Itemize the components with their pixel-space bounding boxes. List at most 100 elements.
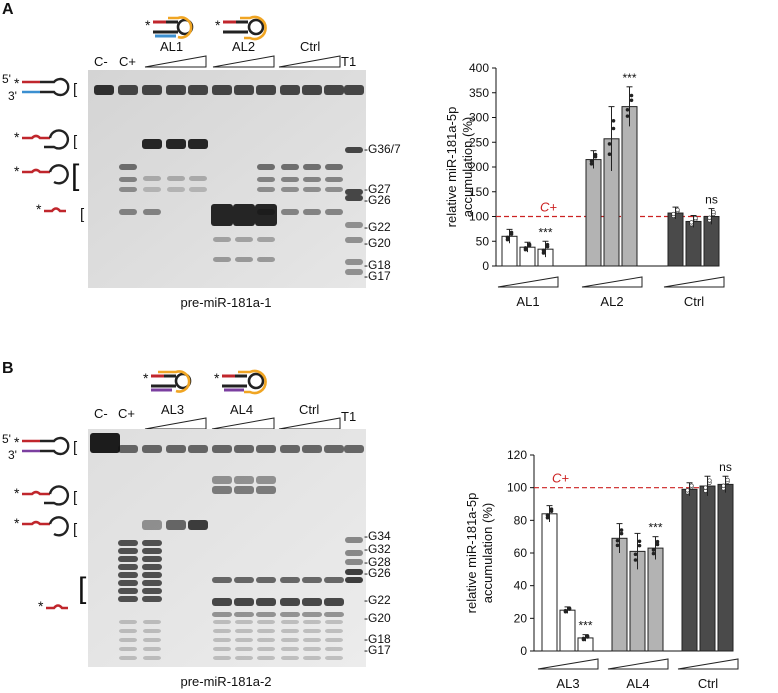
chart-b-y-tick-label: 20 bbox=[514, 611, 528, 625]
label-star-1: * bbox=[14, 75, 20, 91]
chart-a-wedge-al2 bbox=[581, 276, 643, 288]
panel-b-letter: B bbox=[2, 360, 14, 377]
svg-text:[: [ bbox=[78, 572, 87, 605]
chart-b-point-al4-3-2 bbox=[655, 542, 660, 547]
chart-b-point-al4-2-2 bbox=[637, 543, 642, 548]
marker-g17: -G17 bbox=[364, 269, 391, 283]
panel-b-concentration-wedges bbox=[144, 417, 341, 430]
chart-b-y-axis-label-line1: relative miR-181a-5p bbox=[464, 493, 479, 614]
chart-b-category-label-ctrl: Ctrl bbox=[698, 676, 718, 691]
chart-a-significance-al1: *** bbox=[538, 225, 552, 239]
chart-b-bar-ctrl-1 bbox=[681, 488, 698, 652]
panel-b-al3-duplex-icon: * bbox=[143, 370, 192, 393]
chart-a-point-ctrl-2-4 bbox=[693, 216, 698, 221]
marker-g27: -G27 bbox=[364, 182, 391, 196]
chart-a-wedge-al1 bbox=[497, 276, 559, 288]
chart-a-bar-al2-3 bbox=[621, 106, 638, 267]
chart-a-y-tick-label: 100 bbox=[469, 210, 489, 224]
chart-b-wedge-al4 bbox=[607, 658, 669, 670]
chart-a-y-axis-label-line2: accumulation (%) bbox=[460, 117, 475, 217]
chart-b-point-al3-1-3 bbox=[545, 513, 550, 517]
chart-a-point-al2-1-1 bbox=[589, 162, 594, 166]
chart-a-wedge-ctrl bbox=[663, 276, 725, 288]
chart-a-point-ctrl-2-3 bbox=[689, 220, 694, 225]
chart-a-point-al2-1-4 bbox=[593, 152, 598, 157]
panel-b-marker-labels: -G34 -G32 -G28 -G26 -G22 -G20 -G18 -G17 bbox=[364, 529, 391, 657]
group-label-ctrl-b: Ctrl bbox=[299, 402, 319, 417]
chart-a-point-al2-3-2 bbox=[629, 98, 634, 103]
chart-a-point-al2-3-3 bbox=[625, 107, 630, 112]
chart-a-point-al2-2-1 bbox=[607, 152, 612, 157]
marker-g28: -G28 bbox=[364, 555, 391, 569]
chart-a-point-al1-2-4 bbox=[527, 242, 532, 247]
chart-b-bar-al3-2 bbox=[559, 609, 576, 652]
chart-b-point-al4-2-4 bbox=[637, 539, 642, 544]
svg-text:[: [ bbox=[73, 81, 78, 98]
marker-g22-b: -G22 bbox=[364, 593, 391, 607]
svg-text:[: [ bbox=[73, 439, 78, 456]
lane-label-t1-b: T1 bbox=[341, 409, 356, 424]
chart-b-bar-al3-1 bbox=[541, 513, 558, 652]
panel-b-bar-chart: 0 20 40 60 80 100 120 relative miR-181a-5p accum… bbox=[464, 448, 739, 691]
panel-a-marker-labels: -G36/7 -G27 -G26 -G22 -G20 -G18 -G17 bbox=[364, 142, 401, 283]
svg-text:*: * bbox=[143, 370, 149, 386]
chart-b-y-tick-label: 120 bbox=[507, 448, 527, 462]
chart-a-point-al1-2-3 bbox=[523, 246, 528, 250]
panel-a-letter: A bbox=[2, 1, 14, 18]
chart-a-y-tick-label: 350 bbox=[469, 86, 489, 100]
panel-b-gel-caption: pre-miR-181a-2 bbox=[180, 674, 271, 689]
lane-label-c-plus: C+ bbox=[119, 54, 136, 69]
chart-b-wedge-ctrl bbox=[677, 658, 739, 670]
chart-b-wedge-al3 bbox=[537, 658, 599, 670]
svg-text:[: [ bbox=[73, 489, 78, 506]
svg-text:[: [ bbox=[73, 133, 78, 150]
label-star-b4: * bbox=[38, 598, 44, 614]
chart-b-point-ctrl-3-4 bbox=[725, 477, 730, 482]
chart-a-point-al2-3-1 bbox=[625, 114, 630, 118]
label-star-b2: * bbox=[14, 485, 20, 501]
chart-a-point-ctrl-1-3 bbox=[671, 211, 676, 217]
chart-b-y-tick-label: 0 bbox=[520, 644, 527, 658]
chart-a-point-ctrl-1-4 bbox=[675, 207, 680, 212]
group-label-al3: AL3 bbox=[161, 402, 184, 417]
chart-b-significance-ctrl: ns bbox=[719, 460, 732, 474]
chart-a-point-al2-2-2 bbox=[611, 126, 616, 131]
chart-b-point-al4-3-4 bbox=[655, 539, 660, 544]
lane-label-c-minus-b: C- bbox=[94, 406, 108, 421]
chart-a-point-al2-2-3 bbox=[607, 142, 612, 146]
chart-a-point-al1-3-3 bbox=[541, 248, 546, 253]
chart-a-point-ctrl-3-4 bbox=[711, 209, 716, 215]
chart-b-point-al4-1-1 bbox=[615, 543, 620, 548]
marker-g36-7: -G36/7 bbox=[364, 142, 401, 156]
panel-b-structure-labels: 5' 3' * [ * [ * [ * [ bbox=[2, 432, 87, 614]
chart-b-point-al3-1-1 bbox=[545, 515, 550, 520]
label-star-3: * bbox=[14, 163, 20, 179]
chart-b-point-al4-1-2 bbox=[619, 531, 624, 536]
chart-a-y-tick-label: 200 bbox=[469, 160, 489, 174]
chart-b-point-al4-2-3 bbox=[633, 552, 638, 557]
five-prime-label-b: 5' bbox=[2, 432, 11, 446]
group-label-al4: AL4 bbox=[230, 402, 253, 417]
marker-g26: -G26 bbox=[364, 193, 391, 207]
chart-a-bar-al2-1 bbox=[585, 159, 602, 267]
chart-a-category-label-ctrl: Ctrl bbox=[684, 294, 704, 309]
chart-a-bar-ctrl-2 bbox=[685, 220, 702, 267]
chart-b-bar-ctrl-3 bbox=[717, 483, 734, 652]
panel-a-gel-caption: pre-miR-181a-1 bbox=[180, 295, 271, 310]
svg-text:*: * bbox=[145, 17, 151, 33]
chart-b-point-al4-3-3 bbox=[651, 548, 656, 552]
chart-a-y-tick-label: 250 bbox=[469, 135, 489, 149]
chart-a-reference-label: C+ bbox=[540, 200, 557, 215]
marker-g17-b: -G17 bbox=[364, 643, 391, 657]
panel-a: A * * C- C+ AL1 AL2 Ctrl T1 bbox=[2, 1, 725, 310]
chart-a-point-al1-3-1 bbox=[541, 251, 546, 255]
chart-b-reference-label: C+ bbox=[552, 471, 569, 486]
chart-a-point-al2-1-3 bbox=[589, 159, 594, 163]
chart-a-significance-ctrl: ns bbox=[705, 193, 718, 207]
marker-g34: -G34 bbox=[364, 529, 391, 543]
chart-b-point-ctrl-1-3 bbox=[685, 488, 690, 493]
svg-text:[: [ bbox=[71, 159, 80, 192]
chart-a-point-al2-3-4 bbox=[629, 93, 634, 98]
chart-b-y-tick-label: 40 bbox=[514, 579, 528, 593]
